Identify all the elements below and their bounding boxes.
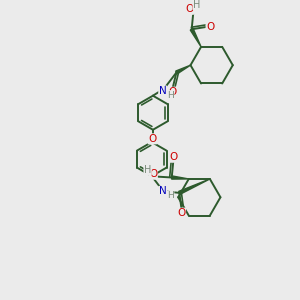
Text: N: N — [159, 86, 167, 96]
Text: H: H — [144, 165, 151, 175]
Text: O: O — [149, 169, 158, 179]
Text: H: H — [193, 0, 200, 10]
Text: H: H — [167, 91, 174, 100]
Text: O: O — [185, 4, 194, 14]
Polygon shape — [179, 179, 210, 194]
Text: O: O — [169, 87, 177, 97]
Text: O: O — [169, 152, 177, 162]
Polygon shape — [172, 176, 189, 179]
Polygon shape — [190, 28, 201, 47]
Text: H: H — [167, 191, 174, 200]
Text: N: N — [159, 186, 167, 197]
Text: O: O — [148, 134, 157, 144]
Text: O: O — [206, 22, 214, 32]
Text: O: O — [177, 208, 185, 218]
Polygon shape — [176, 65, 190, 74]
